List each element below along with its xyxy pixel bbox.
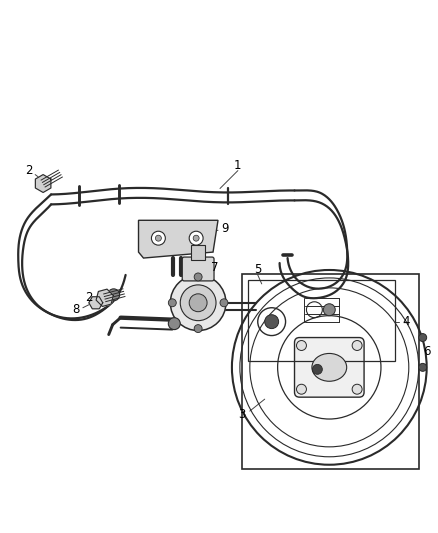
Text: 8: 8	[72, 303, 80, 316]
Circle shape	[297, 384, 307, 394]
Text: 3: 3	[238, 408, 246, 421]
Circle shape	[419, 364, 427, 372]
Circle shape	[352, 341, 362, 351]
Circle shape	[419, 334, 427, 342]
Text: 9: 9	[221, 222, 229, 235]
Polygon shape	[89, 297, 103, 309]
Circle shape	[312, 365, 322, 374]
Text: 5: 5	[254, 263, 261, 277]
Circle shape	[108, 289, 120, 301]
Bar	[242, 274, 419, 469]
Circle shape	[168, 299, 176, 307]
Circle shape	[194, 325, 202, 333]
Text: 1: 1	[234, 159, 242, 172]
Circle shape	[168, 318, 180, 329]
Circle shape	[155, 235, 161, 241]
Bar	[248, 280, 395, 361]
Circle shape	[152, 231, 165, 245]
Circle shape	[189, 231, 203, 245]
Text: 6: 6	[423, 345, 431, 358]
Text: 4: 4	[402, 315, 410, 328]
Circle shape	[265, 314, 279, 329]
Text: 7: 7	[211, 262, 219, 274]
Circle shape	[220, 299, 228, 307]
Ellipse shape	[312, 353, 347, 381]
Circle shape	[323, 304, 335, 316]
Circle shape	[194, 273, 202, 281]
Circle shape	[170, 275, 226, 330]
FancyBboxPatch shape	[182, 257, 214, 281]
Text: 2: 2	[25, 164, 33, 177]
Circle shape	[193, 235, 199, 241]
Bar	[191, 245, 205, 260]
Text: 2: 2	[85, 292, 92, 304]
Polygon shape	[138, 220, 218, 258]
Polygon shape	[96, 289, 113, 306]
FancyBboxPatch shape	[294, 337, 364, 397]
Circle shape	[352, 384, 362, 394]
Circle shape	[189, 294, 207, 312]
Polygon shape	[35, 175, 51, 192]
Circle shape	[180, 285, 216, 321]
Circle shape	[297, 341, 307, 351]
